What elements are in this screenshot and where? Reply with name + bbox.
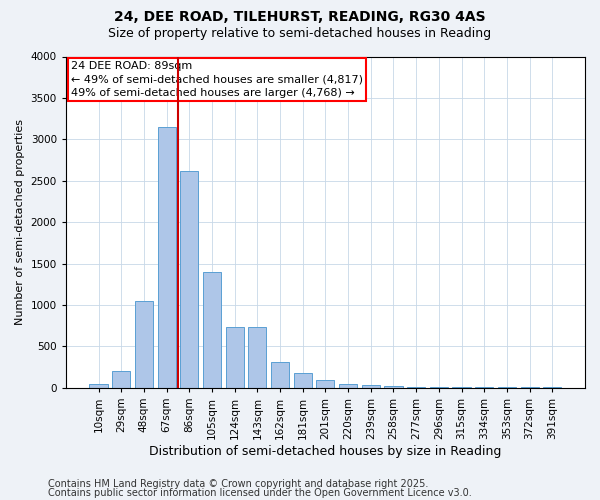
Bar: [293, 374, 312, 388]
Text: Contains public sector information licensed under the Open Government Licence v3: Contains public sector information licen…: [48, 488, 472, 498]
Bar: [339, 384, 357, 388]
Bar: [158, 127, 176, 388]
Text: Contains HM Land Registry data © Crown copyright and database right 2025.: Contains HM Land Registry data © Crown c…: [48, 479, 428, 489]
Y-axis label: Number of semi-detached properties: Number of semi-detached properties: [15, 119, 25, 325]
Bar: [89, 384, 107, 388]
Text: Size of property relative to semi-detached houses in Reading: Size of property relative to semi-detach…: [109, 28, 491, 40]
Bar: [385, 386, 403, 388]
Bar: [407, 387, 425, 388]
X-axis label: Distribution of semi-detached houses by size in Reading: Distribution of semi-detached houses by …: [149, 444, 502, 458]
Text: 24 DEE ROAD: 89sqm
← 49% of semi-detached houses are smaller (4,817)
49% of semi: 24 DEE ROAD: 89sqm ← 49% of semi-detache…: [71, 62, 363, 98]
Bar: [180, 171, 199, 388]
Bar: [248, 328, 266, 388]
Bar: [226, 328, 244, 388]
Bar: [135, 301, 153, 388]
Bar: [271, 362, 289, 388]
Bar: [430, 387, 448, 388]
Bar: [203, 272, 221, 388]
Bar: [362, 386, 380, 388]
Bar: [316, 380, 334, 388]
Bar: [112, 371, 130, 388]
Text: 24, DEE ROAD, TILEHURST, READING, RG30 4AS: 24, DEE ROAD, TILEHURST, READING, RG30 4…: [114, 10, 486, 24]
